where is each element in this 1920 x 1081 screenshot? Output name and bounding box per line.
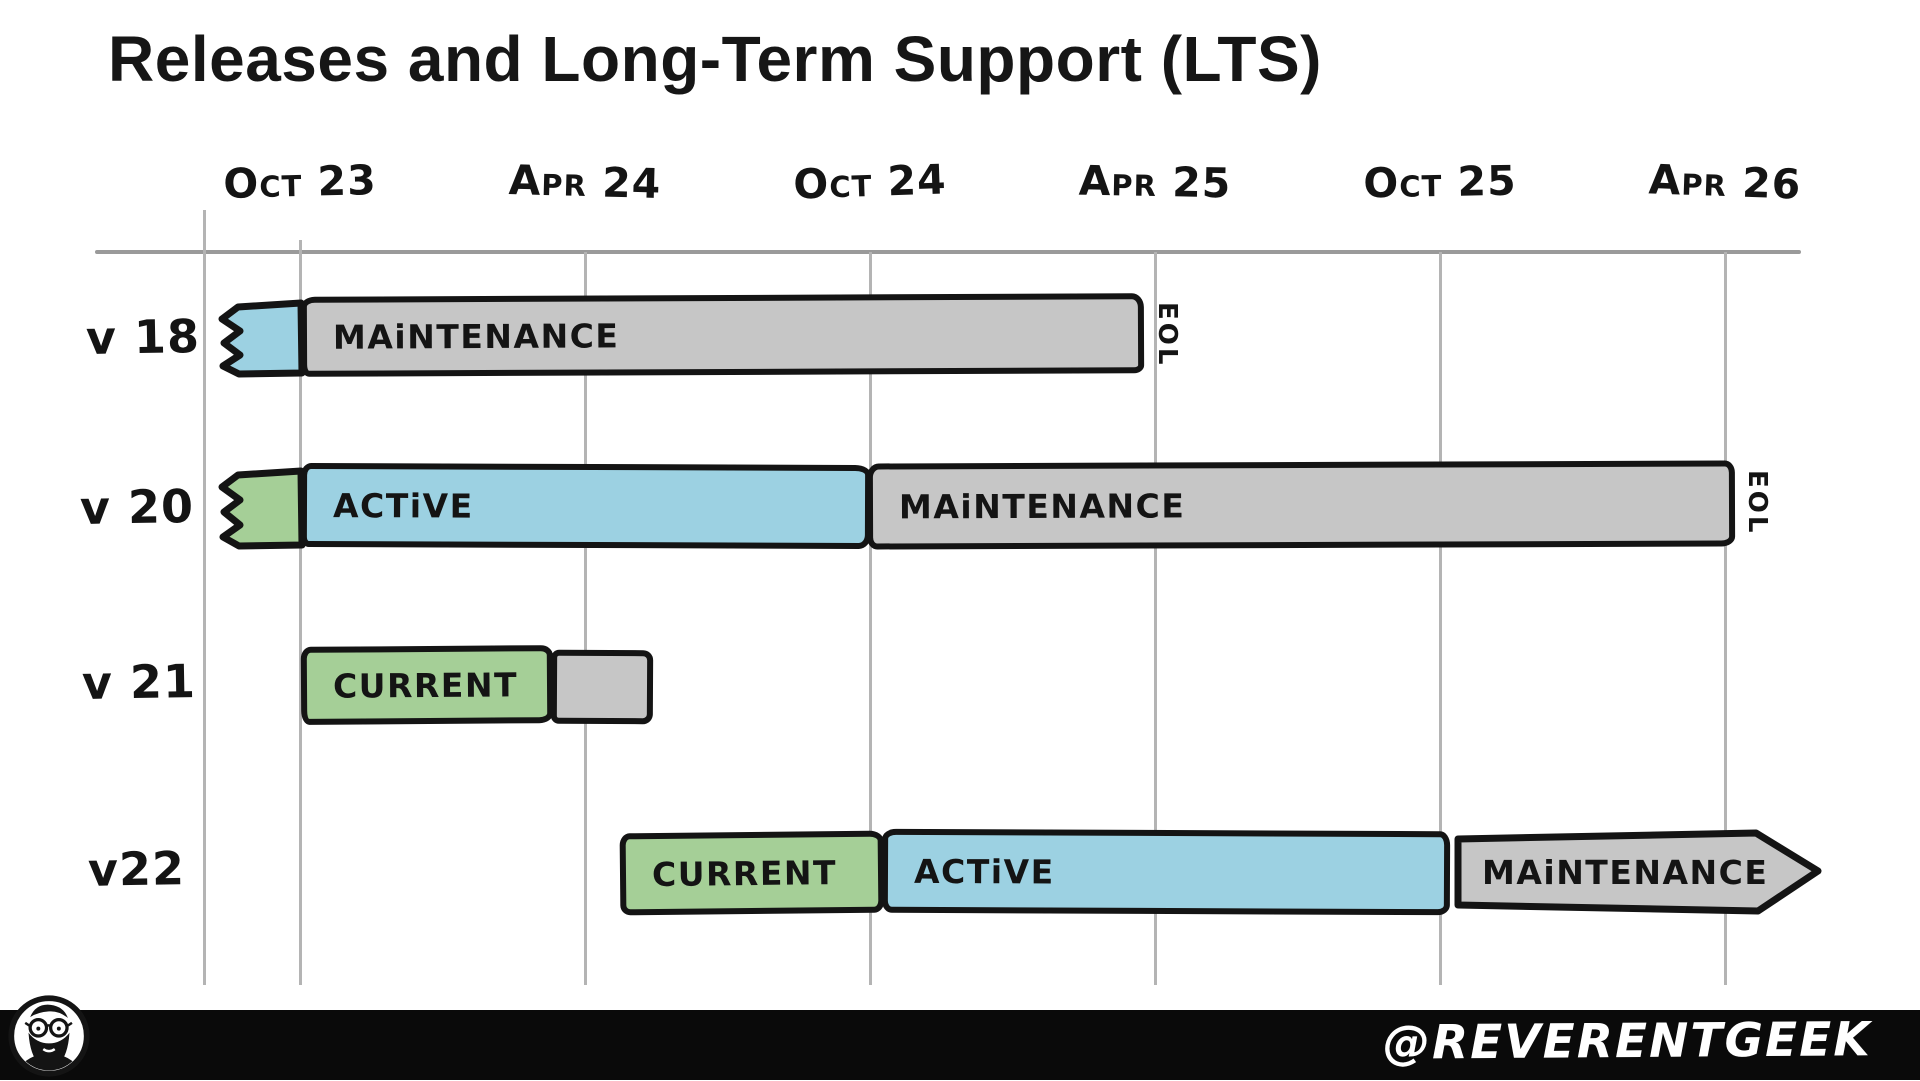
bearded-man-avatar-icon (8, 995, 90, 1077)
x-tick-label-apr24: Apr 24 (508, 156, 662, 208)
x-tick-label-oct23: Oct 23 (222, 156, 378, 208)
bar-v18-maintenance: MAiNTENANCE (300, 293, 1145, 377)
bar-v20-active: ACTiVE (300, 463, 872, 549)
bar-v21-current-label: CURRENT (332, 664, 519, 706)
bar-v22-active-label: ACTiVE (913, 851, 1055, 892)
gridline-apr26 (1724, 252, 1727, 985)
eol-marker-v20: EOL (1742, 470, 1772, 536)
footer-handle: @REVERENTGEEK (1383, 1012, 1873, 1071)
bar-v18-maintenance-label: MAiNTENANCE (332, 315, 620, 357)
gridline-apr25 (1154, 252, 1157, 985)
bar-v22-active: ACTiVE (881, 828, 1451, 916)
x-tick-label-oct25: Oct 25 (1362, 156, 1518, 208)
gridline-oct25 (1439, 252, 1442, 985)
gridline-apr24 (584, 252, 587, 985)
bar-v20-active-label: ACTiVE (332, 485, 474, 526)
bar-v22-maintenance-arrow (1454, 829, 1822, 915)
gridline-oct24 (869, 252, 872, 985)
gridline-left-boundary (203, 210, 206, 985)
eol-marker-v18: EOL (1152, 302, 1182, 368)
bar-v20-maintenance-label: MAiNTENANCE (898, 485, 1186, 526)
avatar (8, 995, 90, 1077)
bar-v21-maintenance (550, 649, 654, 725)
bar-v22-maintenance-label-wrap: MAiNTENANCE (1482, 832, 1768, 912)
x-tick-label-oct24: Oct 24 (792, 155, 948, 209)
bar-v18-active-stub (218, 299, 306, 378)
row-label-v18: v 18 (85, 309, 201, 365)
gridline-oct23 (299, 240, 302, 985)
bar-v22-current: CURRENT (619, 830, 885, 916)
row-label-v20: v 20 (79, 479, 195, 535)
x-tick-label-apr26: Apr 26 (1647, 155, 1803, 209)
row-label-v22: v22 (87, 841, 186, 897)
bar-v20-maintenance: MAiNTENANCE (866, 460, 1736, 550)
row-label-v21: v 21 (81, 654, 197, 710)
footer-bar (0, 1010, 1920, 1080)
page-title: Releases and Long-Term Support (LTS) (108, 23, 1322, 95)
bar-v22-current-label: CURRENT (651, 852, 838, 894)
bar-v20-current-stub (218, 467, 306, 550)
bar-v21-current: CURRENT (300, 645, 554, 725)
bar-v22-maintenance-label: MAiNTENANCE (1482, 852, 1769, 892)
x-tick-label-apr25: Apr 25 (1078, 156, 1232, 208)
x-axis-line (95, 250, 1801, 254)
